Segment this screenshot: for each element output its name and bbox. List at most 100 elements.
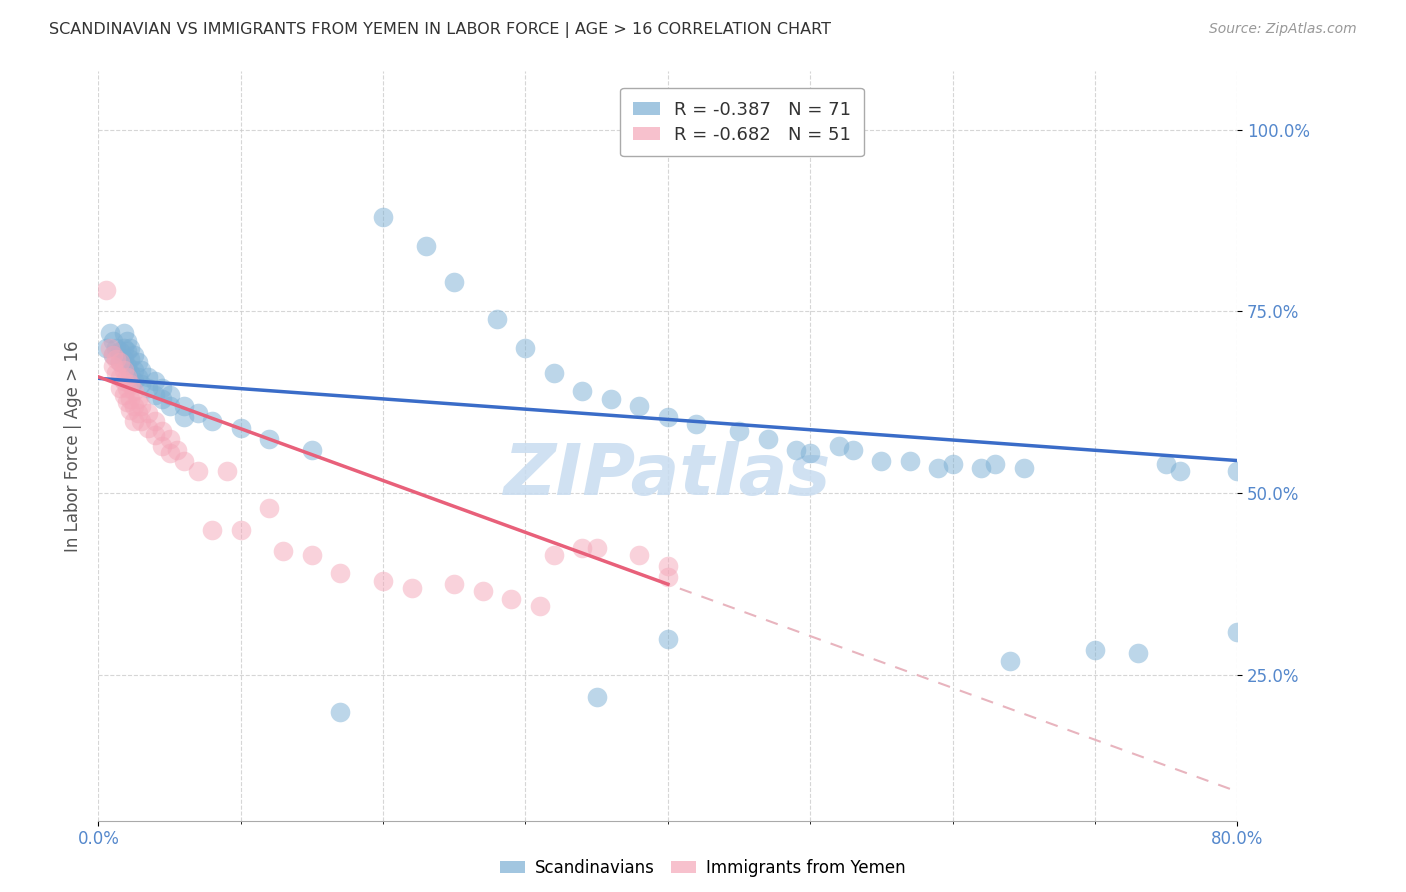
- Legend: R = -0.387   N = 71, R = -0.682   N = 51: R = -0.387 N = 71, R = -0.682 N = 51: [620, 88, 863, 156]
- Point: [152, 381, 174, 395]
- Point: [108, 370, 131, 384]
- Point: [443, 276, 465, 290]
- Point: [329, 566, 352, 581]
- Point: [187, 465, 209, 479]
- Point: [136, 406, 159, 420]
- Point: [145, 428, 167, 442]
- Point: [970, 460, 993, 475]
- Point: [1126, 646, 1149, 660]
- Point: [101, 348, 124, 362]
- Point: [628, 548, 651, 562]
- Point: [115, 334, 138, 348]
- Point: [129, 362, 152, 376]
- Point: [201, 413, 224, 427]
- Point: [1084, 642, 1107, 657]
- Point: [756, 432, 779, 446]
- Point: [515, 341, 537, 355]
- Point: [173, 409, 195, 424]
- Point: [127, 392, 149, 406]
- Point: [145, 413, 167, 427]
- Point: [122, 413, 145, 427]
- Point: [122, 348, 145, 362]
- Point: [471, 584, 494, 599]
- Point: [657, 559, 679, 574]
- Point: [118, 366, 141, 380]
- Point: [118, 351, 141, 366]
- Point: [122, 362, 145, 376]
- Point: [112, 374, 135, 388]
- Point: [373, 210, 395, 224]
- Point: [127, 370, 149, 384]
- Point: [104, 341, 127, 355]
- Point: [129, 377, 152, 392]
- Point: [136, 370, 159, 384]
- Point: [127, 355, 149, 369]
- Point: [685, 417, 707, 432]
- Point: [229, 421, 252, 435]
- Point: [415, 239, 437, 253]
- Text: SCANDINAVIAN VS IMMIGRANTS FROM YEMEN IN LABOR FORCE | AGE > 16 CORRELATION CHAR: SCANDINAVIAN VS IMMIGRANTS FROM YEMEN IN…: [49, 22, 831, 38]
- Point: [201, 523, 224, 537]
- Point: [108, 344, 131, 359]
- Point: [159, 388, 181, 402]
- Point: [118, 341, 141, 355]
- Point: [166, 442, 188, 457]
- Point: [108, 355, 131, 369]
- Point: [259, 500, 281, 515]
- Point: [229, 523, 252, 537]
- Point: [1154, 457, 1177, 471]
- Point: [998, 654, 1021, 668]
- Point: [159, 446, 181, 460]
- Point: [136, 421, 159, 435]
- Point: [501, 591, 523, 606]
- Point: [101, 359, 124, 373]
- Point: [173, 453, 195, 467]
- Legend: Scandinavians, Immigrants from Yemen: Scandinavians, Immigrants from Yemen: [494, 853, 912, 884]
- Point: [443, 577, 465, 591]
- Point: [657, 409, 679, 424]
- Point: [94, 283, 117, 297]
- Point: [600, 392, 623, 406]
- Point: [145, 374, 167, 388]
- Point: [104, 351, 127, 366]
- Point: [98, 326, 121, 341]
- Point: [152, 425, 174, 439]
- Point: [1368, 624, 1391, 639]
- Point: [118, 402, 141, 417]
- Point: [108, 355, 131, 369]
- Point: [585, 690, 607, 704]
- Point: [101, 334, 124, 348]
- Point: [984, 457, 1007, 471]
- Point: [585, 541, 607, 555]
- Point: [1170, 465, 1192, 479]
- Point: [187, 406, 209, 420]
- Point: [108, 381, 131, 395]
- Point: [870, 453, 893, 467]
- Text: ZIPatlas: ZIPatlas: [505, 442, 831, 510]
- Point: [543, 548, 565, 562]
- Point: [571, 384, 593, 399]
- Point: [112, 388, 135, 402]
- Point: [529, 599, 551, 613]
- Point: [112, 341, 135, 355]
- Point: [118, 392, 141, 406]
- Point: [112, 351, 135, 366]
- Point: [259, 432, 281, 446]
- Point: [942, 457, 965, 471]
- Point: [628, 399, 651, 413]
- Point: [112, 326, 135, 341]
- Point: [173, 399, 195, 413]
- Point: [799, 446, 821, 460]
- Point: [115, 359, 138, 373]
- Point: [1298, 784, 1320, 798]
- Point: [145, 388, 167, 402]
- Point: [122, 374, 145, 388]
- Point: [728, 425, 751, 439]
- Point: [898, 453, 921, 467]
- Point: [373, 574, 395, 588]
- Point: [273, 544, 295, 558]
- Point: [127, 406, 149, 420]
- Point: [115, 395, 138, 409]
- Point: [98, 341, 121, 355]
- Point: [122, 399, 145, 413]
